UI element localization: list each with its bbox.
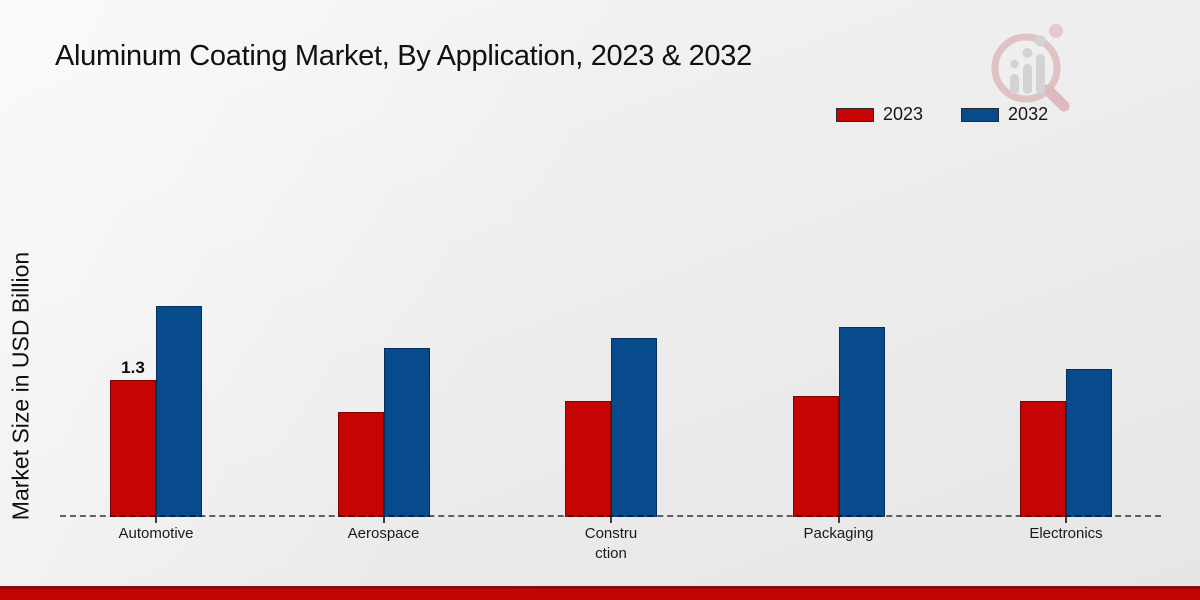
x-axis-category-label: Constru ction <box>584 525 638 563</box>
legend-item-2023: 2023 <box>836 104 923 125</box>
bar-2032-packaging <box>838 327 885 517</box>
x-axis-tick <box>1065 517 1067 523</box>
bar-2032-automotive <box>156 306 202 517</box>
legend: 2023 2032 <box>836 104 1048 125</box>
legend-label-2032: 2032 <box>1008 104 1049 124</box>
bar-2023-automotive <box>110 380 156 517</box>
bar-value-label: 1.3 <box>121 358 145 377</box>
x-axis-tick <box>837 517 840 523</box>
magnifier-bar-chart-watermark-icon <box>983 18 1095 116</box>
bar-2032-aerospace <box>383 348 430 517</box>
footer-red-band <box>0 586 1200 600</box>
x-axis-category-label: Electronics <box>1029 525 1103 542</box>
bar-2023-construction <box>565 401 611 517</box>
bar-2023-electronics <box>1020 401 1066 517</box>
bar-2032-construction <box>611 338 657 517</box>
x-axis-category-label: Packaging <box>803 525 874 542</box>
legend-label-2023: 2023 <box>883 104 924 124</box>
x-axis-category-label: Aerospace <box>347 525 420 542</box>
bar-2023-aerospace <box>337 412 384 517</box>
bar-2032-electronics <box>1066 369 1112 517</box>
legend-swatch-2032 <box>961 107 1000 122</box>
x-axis-tick <box>610 517 612 523</box>
x-axis-tick <box>382 517 385 523</box>
x-axis-baseline <box>60 515 1161 517</box>
x-axis-category-label: Automotive <box>118 525 194 542</box>
bar-2023-packaging <box>792 396 839 517</box>
x-axis-tick <box>155 517 157 523</box>
legend-swatch-2023 <box>836 107 874 122</box>
chart-title: Aluminum Coating Market, By Application,… <box>55 40 752 72</box>
legend-item-2032: 2032 <box>961 104 1048 125</box>
